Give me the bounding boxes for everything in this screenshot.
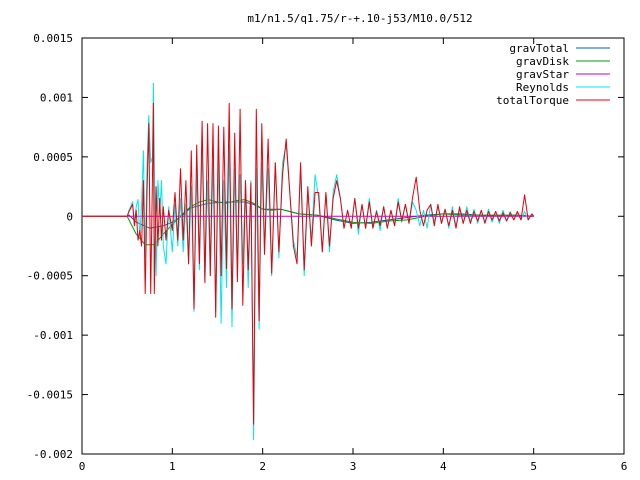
legend-label-totalTorque: totalTorque <box>496 94 569 107</box>
y-tick-label: -0.0015 <box>27 389 73 402</box>
x-tick-label: 1 <box>169 460 176 473</box>
legend: gravTotalgravDiskgravStarReynoldstotalTo… <box>496 42 610 107</box>
x-tick-label: 0 <box>79 460 86 473</box>
y-tick-label: 0.001 <box>40 91 73 104</box>
x-tick-label: 6 <box>621 460 628 473</box>
x-tick-label: 4 <box>440 460 447 473</box>
series-line-totalTorque <box>82 102 535 425</box>
y-tick-label: 0.0005 <box>33 151 73 164</box>
series-line-Reynolds <box>82 82 535 441</box>
y-tick-label: -0.0005 <box>27 270 73 283</box>
series-line-gravDisk <box>82 199 534 246</box>
y-tick-label: -0.002 <box>33 448 73 461</box>
x-tick-label: 3 <box>350 460 357 473</box>
x-tick-label: 5 <box>530 460 537 473</box>
chart-title: m1/n1.5/q1.75/r-+.10-j53/M10.0/512 <box>247 12 472 25</box>
legend-label-gravStar: gravStar <box>516 68 569 81</box>
y-tick-label: 0 <box>66 210 73 223</box>
x-tick-label: 2 <box>259 460 266 473</box>
legend-label-Reynolds: Reynolds <box>516 81 569 94</box>
y-tick-label: -0.001 <box>33 329 73 342</box>
series-layer <box>82 82 535 441</box>
legend-label-gravDisk: gravDisk <box>516 55 569 68</box>
legend-label-gravTotal: gravTotal <box>509 42 569 55</box>
x-axis-ticks: 0 1 2 3 4 5 6 <box>79 38 628 473</box>
y-tick-label: 0.0015 <box>33 32 73 45</box>
y-axis-ticks: 0.0015 0.001 0.0005 0 -0.0005 -0.001 -0.0015 -0… <box>27 32 624 461</box>
